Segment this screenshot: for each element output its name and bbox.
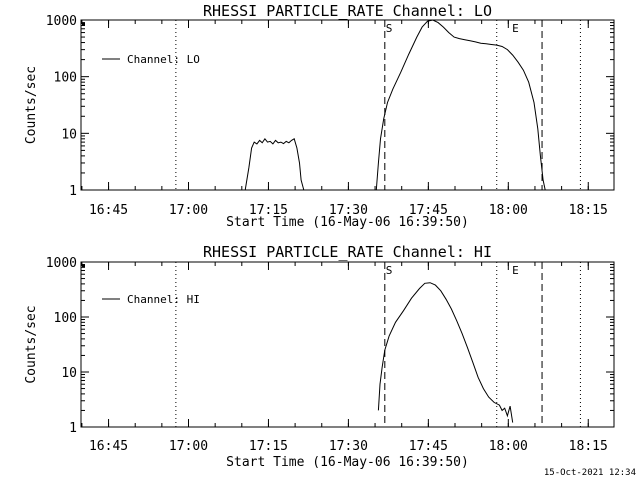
x-tick-label: 17:30 [329, 439, 368, 454]
chart-title: RHESSI PARTICLE_RATE Channel: HI [203, 243, 492, 261]
x-tick-label: 18:15 [569, 439, 608, 454]
x-tick-label: 17:15 [249, 203, 288, 218]
y-tick-label: 10 [61, 127, 77, 142]
y-axis-label: Counts/sec [24, 305, 39, 383]
series-line [244, 137, 305, 191]
panel-lo: RHESSI PARTICLE_RATE Channel: LO 1 10 100 10… [24, 2, 615, 230]
marker-s: S [386, 264, 393, 277]
x-tick-label: 18:15 [569, 203, 608, 218]
x-axis-label: Start Time (16-May-06 16:39:50) [226, 215, 469, 230]
x-tick-label: 17:00 [169, 203, 208, 218]
x-tick-label: 17:00 [169, 439, 208, 454]
x-tick-label: 17:45 [409, 439, 448, 454]
y-tick-label: 100 [54, 311, 77, 326]
x-tick-label: 17:45 [409, 203, 448, 218]
series-line [377, 282, 514, 423]
timestamp: 15-Oct-2021 12:34 [543, 468, 636, 478]
series-line [375, 19, 546, 191]
x-tick-label: 16:45 [89, 203, 128, 218]
y-tick-label: 1000 [46, 256, 77, 271]
y-tick-label: 1 [69, 184, 77, 199]
marker-e: E [512, 22, 519, 35]
x-tick-label: 18:00 [489, 203, 528, 218]
plot-frame [80, 19, 615, 191]
y-tick-label: 10 [61, 366, 77, 381]
panel-hi: RHESSI PARTICLE_RATE Channel: HI 1 10 100 10… [24, 243, 615, 470]
x-tick-label: 16:45 [89, 439, 128, 454]
y-tick-label: 100 [54, 71, 77, 86]
x-tick-label: 17:15 [249, 439, 288, 454]
legend-label: Channel: HI [127, 293, 200, 306]
legend-label: Channel: LO [127, 53, 200, 66]
x-tick-label: 18:00 [489, 439, 528, 454]
chart-title: RHESSI PARTICLE_RATE Channel: LO [203, 2, 492, 20]
marker-e: E [512, 264, 519, 277]
y-tick-label: 1000 [46, 14, 77, 29]
y-tick-label: 1 [69, 421, 77, 436]
x-tick-label: 17:30 [329, 203, 368, 218]
marker-s: S [386, 22, 393, 35]
y-axis-label: Counts/sec [24, 66, 39, 144]
x-axis-label: Start Time (16-May-06 16:39:50) [226, 455, 469, 470]
plot-frame [80, 261, 615, 428]
